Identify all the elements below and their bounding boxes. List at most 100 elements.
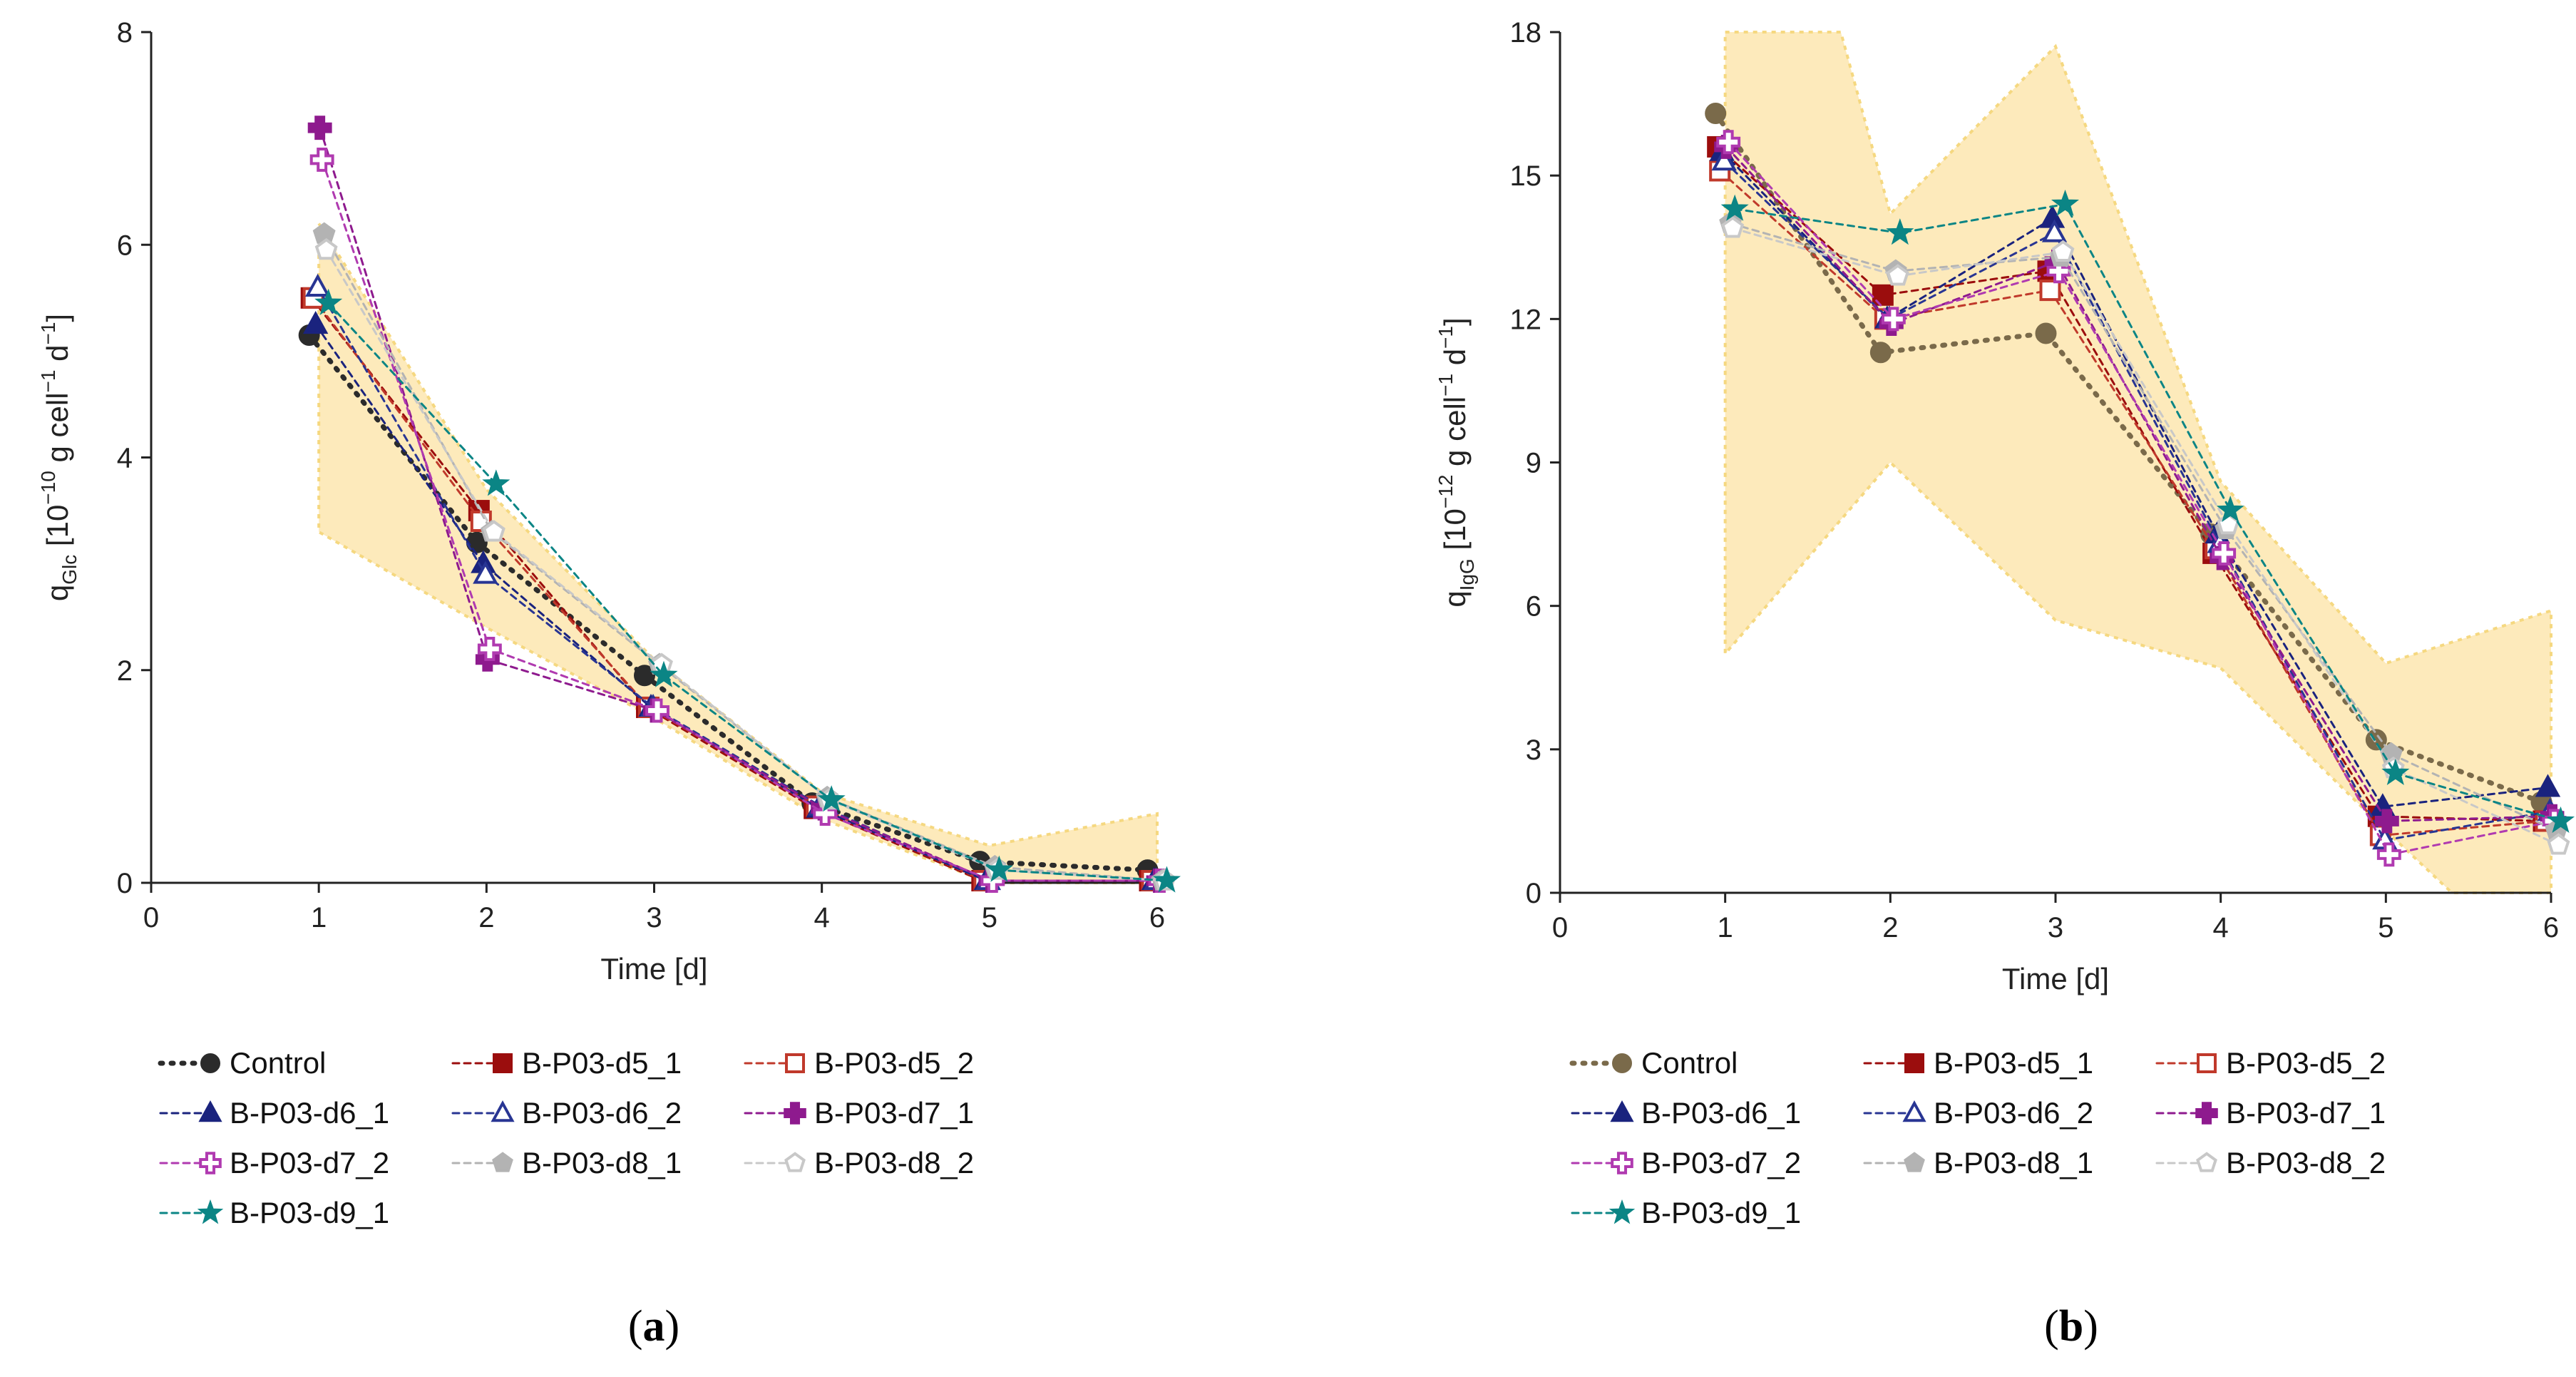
chart-a-series-B-P03-d8_2: [314, 237, 1176, 891]
chart-b-y-tick-label: 0: [1526, 878, 1541, 909]
chart-b-point-B-P03-d9_1: [2051, 189, 2080, 217]
chart-b-y-axis-title-part: IgG: [1456, 558, 1478, 590]
chart-b-point-B-P03-d6_1: [2535, 774, 2561, 797]
chart-b-point-B-P03-d7_2: [2376, 842, 2401, 867]
chart-a-legend-label: B-P03-d6_1: [230, 1096, 389, 1130]
chart-b-point-Control: [1869, 342, 1892, 364]
chart-a-legend-label: B-P03-d8_2: [814, 1146, 974, 1179]
chart-b-point-B-P03-d9_1: [1886, 218, 1914, 245]
chart-b-legend-label: B-P03-d5_1: [1934, 1046, 2093, 1080]
chart-b-x-tick-label: 2: [1882, 912, 1898, 943]
chart-a-legend-marker: [491, 1100, 515, 1122]
chart-a-x-tick-label: 2: [478, 902, 494, 933]
chart-a-x-tick-label: 6: [1149, 902, 1165, 933]
chart-a-legend-marker: [784, 1152, 806, 1172]
chart-a-legend-item: B-P03-d9_1: [159, 1196, 389, 1229]
chart-a-x-tick-label: 4: [814, 902, 830, 933]
chart-a-y-tick-label: 0: [117, 868, 133, 899]
chart-b-point-Control: [2365, 729, 2387, 751]
chart-b-point-Control: [2035, 322, 2057, 344]
chart-b-x-axis-title: Time [d]: [2002, 962, 2109, 995]
chart-b-point-B-P03-d7_2: [1716, 130, 1741, 155]
chart-a-series-B-P03-d7_1: [307, 116, 1171, 893]
chart-b-legend-marker: [2195, 1102, 2218, 1125]
chart-b-legend-marker: [1608, 1199, 1636, 1224]
chart-a-legend-marker: [200, 1053, 220, 1073]
chart-a-legend-label: B-P03-d9_1: [230, 1196, 389, 1229]
chart-b-x-tick-label: 6: [2543, 912, 2559, 943]
chart-b-series-Control: [1705, 102, 2552, 813]
chart-b-range-band: [1723, 31, 2552, 894]
chart-a-line-B-P03-d8_1: [323, 232, 1164, 882]
chart-b-panel-label-part: b: [2059, 1302, 2083, 1351]
chart-a-point-B-P03-d7_2: [645, 698, 669, 723]
chart-a-legend-label: B-P03-d6_2: [522, 1096, 682, 1130]
chart-b-point-Control: [1705, 102, 1727, 124]
chart-b-point-B-P03-d6_2: [2041, 219, 2068, 242]
chart-a-point-B-P03-d6_2: [473, 560, 498, 584]
chart-b-y-axis-title-part: ]: [1438, 317, 1472, 326]
chart-b-legend-item: B-P03-d8_1: [1863, 1146, 2093, 1179]
chart-a-y-axis-title-part: d: [41, 345, 74, 370]
chart-a-point-B-P03-d9_1: [314, 288, 343, 315]
chart-a-series-B-P03-d6_1: [302, 310, 1167, 891]
chart-b-legend-marker: [1611, 1152, 1633, 1174]
chart-b-legend-item: B-P03-d9_1: [1571, 1196, 1801, 1229]
chart-a-legend-marker: [492, 1152, 513, 1172]
chart-a-y-axis-title-part: ]: [41, 314, 74, 322]
chart-a-legend-marker: [199, 1152, 222, 1174]
chart-b-line-B-P03-d5_1: [1716, 145, 2545, 822]
chart-a-line-B-P03-d9_1: [327, 302, 1168, 882]
chart-a-legend-item: B-P03-d5_1: [451, 1046, 682, 1080]
chart-a-y-tick-label: 2: [117, 655, 133, 687]
chart-b-x-tick-label: 3: [2048, 912, 2063, 943]
chart-a-line-Control: [307, 332, 1150, 873]
chart-a-point-B-P03-d6_2: [304, 273, 331, 297]
chart-b-legend-marker: [1902, 1100, 1926, 1122]
chart-b-legend-label: B-P03-d6_2: [1934, 1096, 2093, 1130]
chart-a-y-tick-label: 6: [117, 230, 133, 261]
chart-b-legend-label: B-P03-d8_1: [1934, 1146, 2093, 1179]
chart-a-legend-label: B-P03-d7_2: [230, 1146, 389, 1179]
chart-a-x-axis-title: Time [d]: [600, 952, 707, 986]
chart-b-legend-item: B-P03-d6_1: [1571, 1096, 1801, 1130]
chart-a-legend-label: B-P03-d5_1: [522, 1046, 682, 1080]
chart-b-panel-label-part: (: [2044, 1302, 2059, 1351]
chart-b-y-tick-label: 6: [1526, 591, 1541, 623]
chart-b-legend-marker: [2197, 1053, 2217, 1073]
chart-b-y-axis-title-part: −12: [1435, 475, 1457, 509]
chart-a-point-B-P03-d9_1: [817, 785, 846, 812]
chart-b-x-tick-label: 4: [2213, 912, 2229, 943]
chart-a-point-B-P03-d7_2: [309, 148, 334, 172]
chart-b-line-B-P03-d5_2: [1718, 169, 2547, 837]
chart-b-panel-label: (b): [2044, 1302, 2098, 1351]
chart-b-point-B-P03-d8_2: [1886, 264, 1909, 286]
chart-a-legend: Control B-P03-d5_1 B-P03-d5_2 B-P03-d6_1 B-P…: [158, 1046, 974, 1229]
chart-b-point-B-P03-d9_1: [2216, 496, 2244, 523]
chart-a-y-axis-title-part: −10: [37, 471, 59, 505]
chart-b-point-B-P03-d7_2: [2046, 259, 2071, 284]
chart-b-point-B-P03-d6_2: [1711, 147, 1737, 171]
chart-b-point-B-P03-d8_2: [1721, 216, 1745, 238]
chart-b-y-axis-title-part: −1: [1435, 326, 1457, 349]
chart-b-legend-label: B-P03-d6_1: [1641, 1096, 1801, 1130]
chart-a-legend-label: B-P03-d8_1: [522, 1146, 682, 1179]
chart-a-legend-item: B-P03-d8_1: [451, 1146, 682, 1179]
chart-a-y-axis-title-part: −1: [37, 370, 59, 393]
chart-a-point-B-P03-d9_1: [1152, 866, 1181, 893]
chart-b-y-tick-label: 9: [1526, 448, 1541, 479]
chart-a-legend-item: B-P03-d8_2: [744, 1146, 974, 1179]
chart-a-point-B-P03-d9_1: [650, 660, 678, 687]
chart-a-panel-label-part: a: [643, 1302, 665, 1351]
chart-a-legend-item: B-P03-d6_2: [451, 1096, 682, 1130]
chart-a-x-tick-label: 0: [143, 902, 159, 933]
chart-a-point-B-P03-d9_1: [482, 469, 510, 496]
chart-b-legend-label: Control: [1641, 1046, 1738, 1080]
chart-b-point-B-P03-d9_1: [1720, 194, 1749, 221]
chart-b-legend-item: B-P03-d7_2: [1571, 1146, 1801, 1179]
chart-b-legend-marker: [1610, 1100, 1634, 1122]
chart-a-legend-marker: [198, 1100, 222, 1122]
